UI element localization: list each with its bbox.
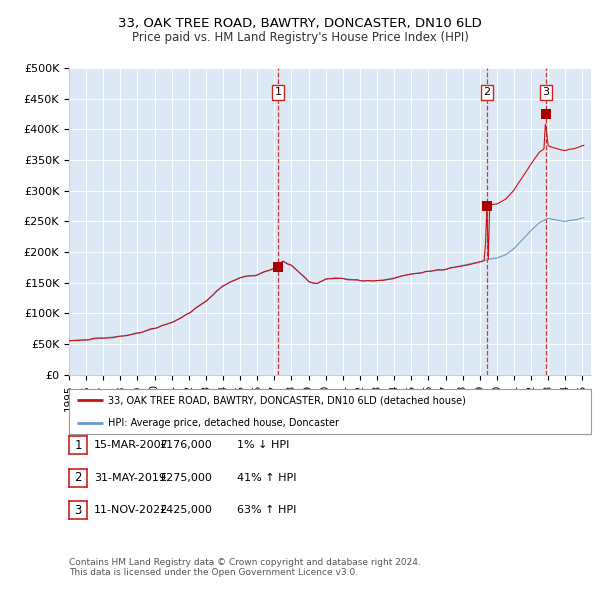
Text: 31-MAY-2019: 31-MAY-2019 [94, 473, 166, 483]
Text: 1: 1 [274, 87, 281, 97]
Text: 11-NOV-2022: 11-NOV-2022 [94, 505, 169, 515]
Text: 2: 2 [484, 87, 491, 97]
Text: 33, OAK TREE ROAD, BAWTRY, DONCASTER, DN10 6LD: 33, OAK TREE ROAD, BAWTRY, DONCASTER, DN… [118, 17, 482, 30]
Text: HPI: Average price, detached house, Doncaster: HPI: Average price, detached house, Donc… [108, 418, 339, 428]
Text: 41% ↑ HPI: 41% ↑ HPI [237, 473, 296, 483]
Text: 1% ↓ HPI: 1% ↓ HPI [237, 440, 289, 450]
Text: 33, OAK TREE ROAD, BAWTRY, DONCASTER, DN10 6LD (detached house): 33, OAK TREE ROAD, BAWTRY, DONCASTER, DN… [108, 395, 466, 405]
Text: £275,000: £275,000 [159, 473, 212, 483]
Text: Contains HM Land Registry data © Crown copyright and database right 2024.
This d: Contains HM Land Registry data © Crown c… [69, 558, 421, 577]
Text: 3: 3 [542, 87, 550, 97]
Text: £176,000: £176,000 [159, 440, 212, 450]
Text: 2: 2 [74, 471, 82, 484]
Text: £425,000: £425,000 [159, 505, 212, 515]
Text: Price paid vs. HM Land Registry's House Price Index (HPI): Price paid vs. HM Land Registry's House … [131, 31, 469, 44]
Text: 15-MAR-2007: 15-MAR-2007 [94, 440, 169, 450]
Text: 3: 3 [74, 504, 82, 517]
Text: 63% ↑ HPI: 63% ↑ HPI [237, 505, 296, 515]
Text: 1: 1 [74, 439, 82, 452]
